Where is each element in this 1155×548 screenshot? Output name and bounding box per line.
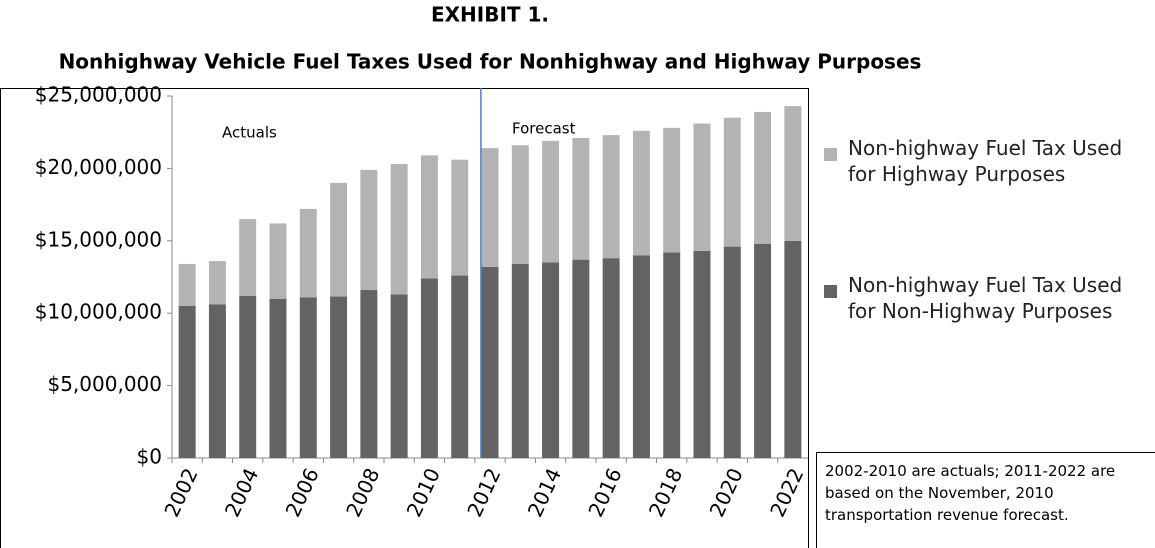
bar	[693, 250, 711, 458]
y-tick-label: $0	[137, 445, 162, 469]
bar	[390, 294, 408, 458]
bar	[754, 243, 772, 458]
bar	[602, 258, 620, 458]
bar	[663, 127, 681, 253]
x-tick-label: 2006	[281, 464, 324, 520]
chart-frame	[0, 88, 809, 548]
bar	[542, 262, 560, 458]
annotation: Forecast	[512, 120, 576, 138]
legend-label: Non-highway Fuel Tax Used for Non-Highwa…	[848, 273, 1123, 323]
bar	[542, 140, 560, 263]
bar	[208, 261, 226, 305]
x-tick-label: 2016	[583, 464, 626, 520]
bar	[511, 263, 529, 458]
bar	[511, 145, 529, 264]
x-tick-label: 2014	[523, 464, 566, 520]
bar	[602, 135, 620, 259]
chart-subtitle: Nonhighway Vehicle Fuel Taxes Used for N…	[59, 50, 922, 74]
x-tick-label: 2002	[159, 464, 202, 520]
bar	[390, 164, 408, 295]
bar	[481, 266, 499, 458]
bar	[239, 295, 257, 458]
bar	[330, 182, 348, 297]
bar	[693, 123, 711, 251]
y-tick-label: $25,000,000	[35, 83, 162, 107]
x-tick-label: 2020	[705, 464, 748, 520]
bar	[451, 159, 469, 276]
bar	[572, 259, 590, 458]
x-tick-label: 2004	[220, 464, 263, 520]
bar	[663, 252, 681, 458]
y-tick-label: $20,000,000	[35, 155, 162, 179]
legend-swatch	[824, 285, 837, 298]
legend-label: Non-highway Fuel Tax Used for Highway Pu…	[848, 136, 1123, 186]
bar	[299, 208, 317, 298]
bar	[754, 111, 772, 244]
bar	[481, 148, 499, 267]
x-tick-label: 2022	[765, 464, 808, 520]
bar	[360, 169, 378, 291]
chart-title: EXHIBIT 1.	[431, 3, 549, 27]
bar	[330, 296, 348, 458]
bar	[723, 117, 741, 247]
bar	[239, 219, 257, 296]
y-tick-label: $10,000,000	[35, 300, 162, 324]
x-tick-label: 2012	[462, 464, 505, 520]
bar	[269, 298, 287, 458]
x-tick-label: 2018	[644, 464, 687, 520]
note-box: 2002-2010 are actuals; 2011-2022 are bas…	[816, 452, 1155, 548]
legend-swatch	[824, 148, 837, 161]
bar	[632, 130, 650, 256]
bar	[178, 263, 196, 306]
bar	[784, 240, 802, 458]
x-tick-label: 2008	[341, 464, 384, 520]
y-tick-label: $15,000,000	[35, 227, 162, 251]
bar	[723, 246, 741, 458]
annotation: Actuals	[222, 124, 277, 142]
bar	[208, 304, 226, 458]
bar	[299, 297, 317, 458]
bar	[420, 278, 438, 458]
bar	[360, 290, 378, 458]
bar	[784, 106, 802, 241]
bar	[572, 137, 590, 260]
bar	[420, 155, 438, 279]
bar	[178, 305, 196, 458]
y-tick-label: $5,000,000	[47, 372, 162, 396]
bar	[451, 275, 469, 458]
x-tick-label: 2010	[402, 464, 445, 520]
bar	[269, 223, 287, 299]
bar	[632, 255, 650, 458]
